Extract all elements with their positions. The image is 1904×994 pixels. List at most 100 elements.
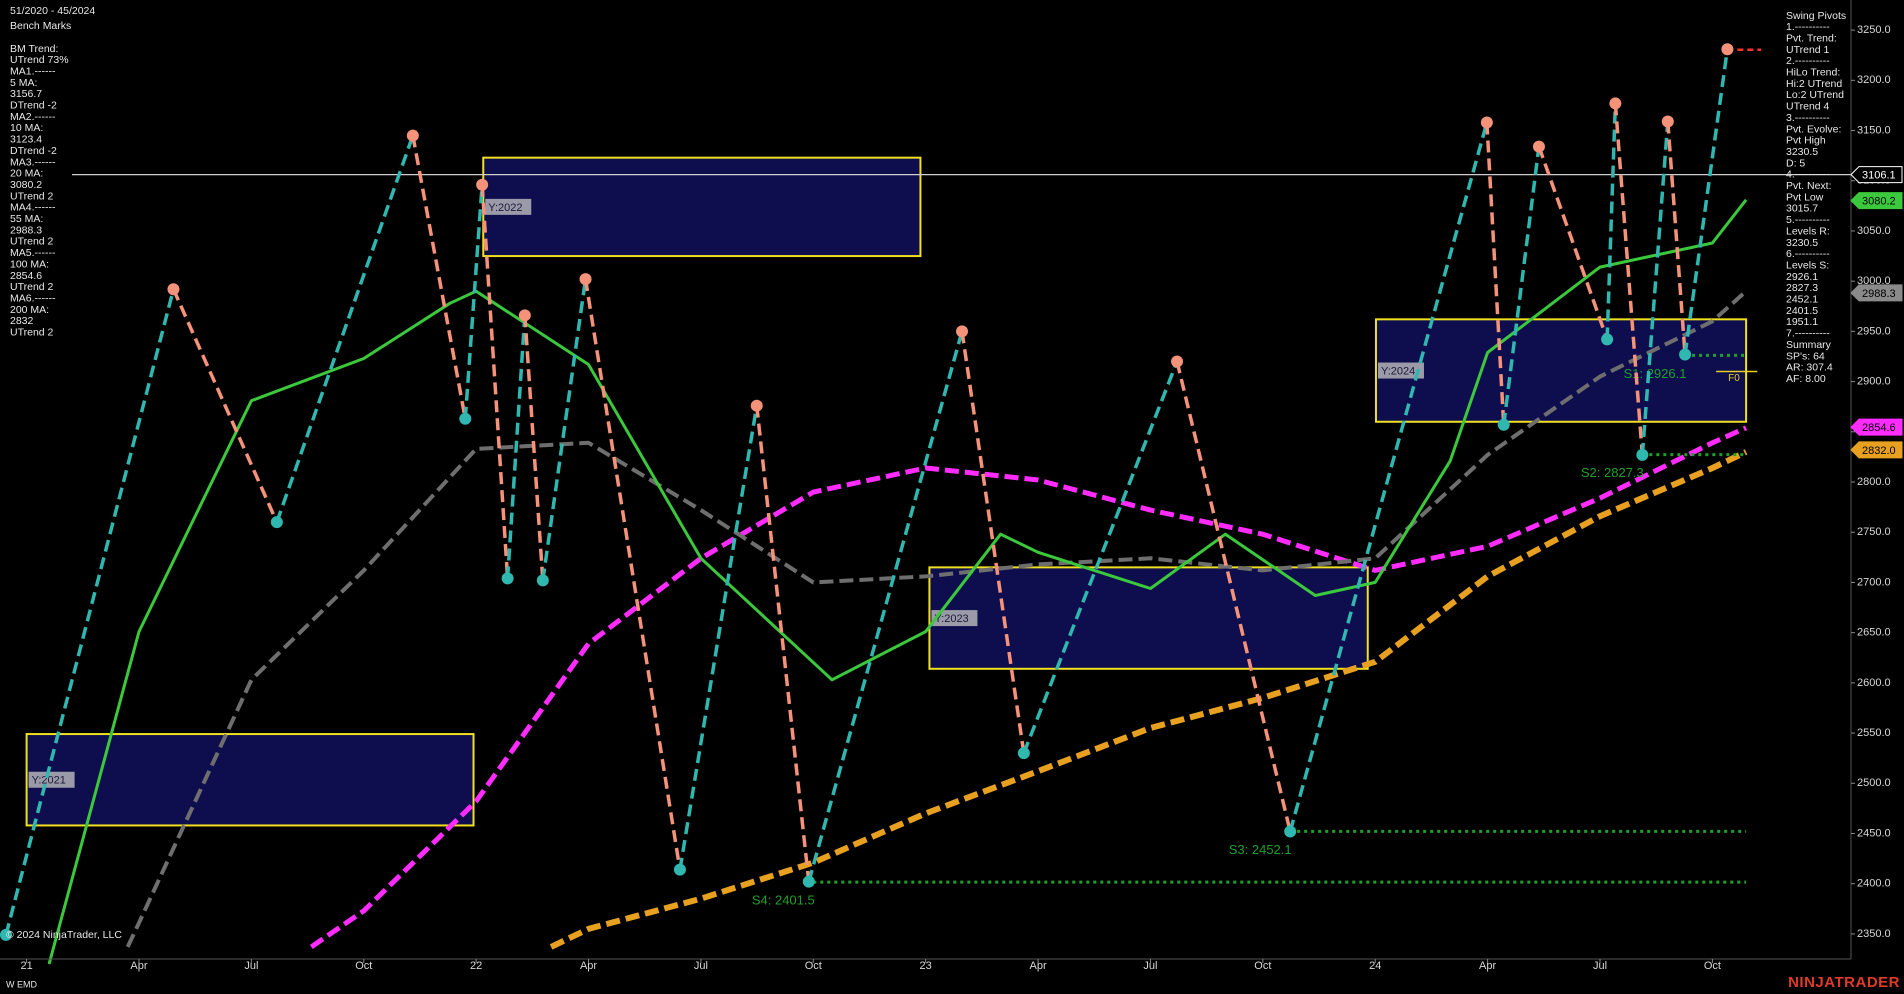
y-tick-label: 3000.0: [1857, 275, 1891, 287]
benchmark-line: 3080.2: [10, 179, 42, 191]
year-box: [482, 156, 922, 258]
support-label: S1: 2926.1: [1624, 366, 1687, 381]
swing-info-line: Hi:2 UTrend: [1786, 78, 1842, 90]
swing-info-line: 2401.5: [1786, 305, 1818, 317]
benchmark-line: 20 MA:: [10, 168, 43, 180]
benchmark-line: DTrend -2: [10, 145, 57, 157]
pivot-point: [750, 399, 763, 412]
benchmark-line: 10 MA:: [10, 122, 43, 134]
swing-info-line: Pvt. Next:: [1786, 180, 1832, 192]
swing-info-line: 1.----------: [1786, 21, 1830, 33]
swing-info-line: Swing Pivots: [1786, 10, 1846, 22]
benchmark-line: MA2.------: [10, 111, 56, 123]
pivot-point: [1017, 747, 1030, 760]
benchmark-line: MA1.------: [10, 65, 56, 77]
swing-info-line: 2926.1: [1786, 271, 1818, 283]
benchmark-line: 3156.7: [10, 88, 42, 100]
pivot-point: [1601, 333, 1614, 346]
price-marker-label: 2854.6: [1862, 422, 1896, 434]
pivot-point: [536, 574, 549, 587]
swing-leg: [754, 405, 811, 882]
pivot-point: [1532, 140, 1545, 153]
swing-info-line: 7.----------: [1786, 328, 1830, 340]
swing-info-line: AF: 8.00: [1786, 373, 1826, 385]
f0-label: F0: [1728, 373, 1740, 384]
swing-leg: [505, 315, 527, 579]
y-tick-label: 2500.0: [1857, 777, 1891, 789]
plot-area: Y:2021 Y:2022 Y:2023 Y:2024 S4: 2401.5 S3: 24…: [0, 43, 1851, 965]
year-label: Y:2021: [32, 775, 66, 787]
swing-leg: [678, 405, 759, 870]
pivot-point: [802, 875, 815, 888]
swing-info-line: 4.----------: [1786, 169, 1830, 181]
swing-info-line: 2452.1: [1786, 294, 1818, 306]
pivot-point: [1609, 97, 1622, 110]
pivot-point: [0, 928, 12, 941]
swing-info-line: Lo:2 UTrend: [1786, 89, 1844, 101]
swing-info-line: 1951.1: [1786, 316, 1818, 328]
y-tick-label: 2400.0: [1857, 878, 1891, 890]
swing-info-line: Pvt. Trend:: [1786, 32, 1837, 44]
y-tick-label: 2950.0: [1857, 325, 1891, 337]
year-label: Y:2024: [1381, 365, 1415, 377]
swing-leg: [4, 288, 176, 936]
swing-leg: [1175, 361, 1292, 832]
x-tick-label: Oct: [805, 960, 822, 972]
y-tick-label: 2600.0: [1857, 677, 1891, 689]
swing-info-line: 5.----------: [1786, 214, 1830, 226]
pivot-point: [956, 325, 969, 338]
pivot-point: [1721, 43, 1734, 56]
swing-leg: [1485, 122, 1506, 425]
pivot-point: [1679, 348, 1692, 361]
chart-title: 51/2020 - 45/2024: [10, 5, 95, 17]
swing-leg: [1605, 103, 1618, 340]
brand: NINJATRADER: [1788, 974, 1900, 991]
pivot-point: [1171, 355, 1184, 368]
swing-leg: [523, 315, 545, 581]
benchmark-line: 200 MA:: [10, 304, 49, 316]
pivot-point: [501, 572, 514, 585]
swing-info-line: 3015.7: [1786, 203, 1818, 215]
swing-info-line: Pvt. Evolve:: [1786, 123, 1841, 135]
y-tick-label: 2900.0: [1857, 375, 1891, 387]
y-tick-label: 2650.0: [1857, 627, 1891, 639]
pivot-point: [1284, 825, 1297, 838]
support-label: S3: 2452.1: [1229, 842, 1292, 857]
benchmark-line: MA3.------: [10, 156, 56, 168]
x-tick-label: Apr: [1030, 960, 1047, 972]
x-tick-label: Apr: [1479, 960, 1496, 972]
swing-info-line: 2827.3: [1786, 282, 1818, 294]
swing-info-line: UTrend 1: [1786, 44, 1830, 56]
support-label: S4: 2401.5: [752, 893, 815, 908]
swing-leg: [1501, 146, 1541, 425]
swing-info-line: 3.----------: [1786, 112, 1830, 124]
benchmark-line: 5 MA:: [10, 77, 37, 89]
pivot-point: [579, 273, 592, 286]
pivot-point: [406, 129, 419, 142]
moving-average: [125, 289, 1748, 948]
swing-leg: [1537, 146, 1609, 340]
benchmark-line: UTrend 2: [10, 236, 54, 248]
y-tick-label: 3200.0: [1857, 74, 1891, 86]
x-tick-label: 24: [1369, 960, 1381, 972]
pivot-point: [270, 516, 283, 529]
x-tick-label: 21: [20, 960, 32, 972]
swing-info-line: 3230.5: [1786, 237, 1818, 249]
swing-leg: [1683, 48, 1730, 355]
x-tick-label: Oct: [1254, 960, 1271, 972]
swing-info-line: Levels S:: [1786, 259, 1829, 271]
year-box: [928, 566, 1369, 670]
swing-info-line: SP's: 64: [1786, 350, 1825, 362]
benchmark-line: 100 MA:: [10, 258, 49, 270]
swing-leg: [171, 288, 279, 523]
benchmark-line: DTrend -2: [10, 100, 57, 112]
price-marker: [1850, 166, 1903, 184]
year-box: [1374, 318, 1748, 423]
swing-leg: [583, 278, 682, 870]
swing-info-line: 6.----------: [1786, 248, 1830, 260]
x-tick-label: 22: [470, 960, 482, 972]
y-tick-label: 2700.0: [1857, 576, 1891, 588]
benchmark-line: 3123.4: [10, 134, 42, 146]
x-tick-label: Jul: [244, 960, 258, 972]
swing-info-line: Summary: [1786, 339, 1832, 351]
